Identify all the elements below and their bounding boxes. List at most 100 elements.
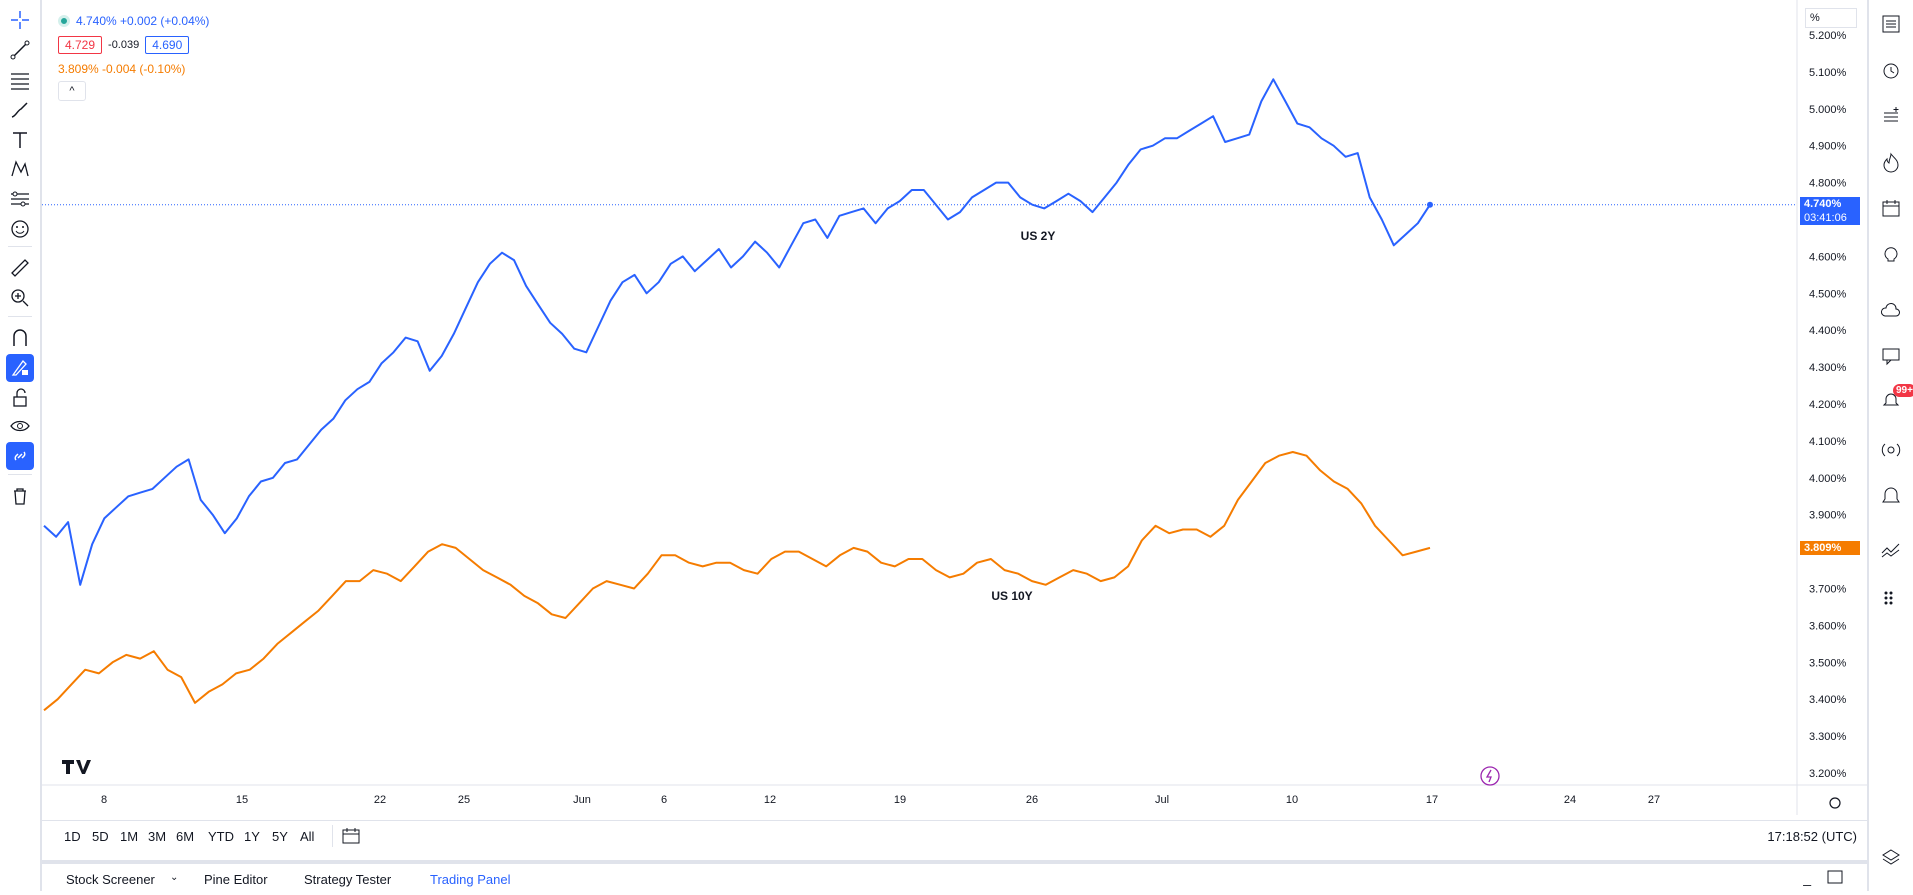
price-tick-label: 4.500% xyxy=(1809,288,1847,300)
time-tick-label: 22 xyxy=(374,794,386,806)
add-list-icon[interactable] xyxy=(1877,102,1905,130)
range-button-ytd[interactable]: YTD xyxy=(208,829,234,844)
chevron-down-icon[interactable]: ⌄ xyxy=(170,872,179,883)
market-trend-icon[interactable] xyxy=(1877,536,1905,564)
lock-drawings-icon[interactable] xyxy=(6,354,34,382)
eye-icon[interactable] xyxy=(6,412,34,440)
time-tick-label: 26 xyxy=(1026,794,1038,806)
time-tick-label: 12 xyxy=(764,794,776,806)
lightning-bolt-icon xyxy=(1485,769,1492,783)
drawing-toolbar xyxy=(0,0,42,891)
time-tick-label: 8 xyxy=(101,794,107,806)
brush-icon[interactable] xyxy=(6,96,34,124)
alarm-clock-icon[interactable] xyxy=(1877,56,1905,84)
range-button-6m[interactable]: 6M xyxy=(176,829,195,844)
price-chart[interactable]: 5.200% 5.100% 5.000% 4.900% 4.800% 4.600% 4.50… xyxy=(42,0,1867,815)
time-tick-label: 10 xyxy=(1286,794,1298,806)
time-tick-label: 19 xyxy=(894,794,906,806)
range-button-5y[interactable]: 5Y xyxy=(272,829,288,844)
price-tick-label: 3.700% xyxy=(1809,584,1847,596)
broadcast-icon[interactable] xyxy=(1877,436,1905,464)
collapse-legend-button[interactable]: ^ xyxy=(58,81,86,101)
time-tick-label: 24 xyxy=(1564,794,1576,806)
smiley-icon[interactable] xyxy=(6,215,34,243)
ruler-icon[interactable] xyxy=(6,254,34,282)
chat-icon[interactable] xyxy=(1877,342,1905,370)
price-tick-label: 4.300% xyxy=(1809,362,1847,374)
price-tick-label: 4.200% xyxy=(1809,399,1847,411)
link-icon[interactable] xyxy=(6,442,34,470)
price-tick-label: 3.600% xyxy=(1809,620,1847,632)
fib-retracement-icon[interactable] xyxy=(6,66,34,94)
clock-readout[interactable]: 17:18:52 (UTC) xyxy=(1767,829,1857,844)
trend-line-icon[interactable] xyxy=(6,36,34,64)
layers-icon[interactable] xyxy=(1877,844,1905,872)
toolbar-divider xyxy=(8,474,32,475)
last-price-us2y: 4.740% xyxy=(1804,198,1842,210)
range-button-1m[interactable]: 1M xyxy=(120,829,139,844)
series-line-us2y xyxy=(43,78,1431,586)
bar-countdown: 03:41:06 xyxy=(1804,212,1847,224)
price-tick-label: 3.400% xyxy=(1809,694,1847,706)
zoom-in-icon[interactable] xyxy=(6,284,34,312)
pattern-icon[interactable] xyxy=(6,155,34,183)
ask-box[interactable]: 4.690 xyxy=(145,36,190,54)
ideas-bulb-icon[interactable] xyxy=(1877,240,1905,268)
legend: 4.740% +0.002 (+0.04%) 4.729 -0.039 4.69… xyxy=(58,10,209,102)
hotlist-icon[interactable] xyxy=(1877,148,1905,176)
price-tick-label: 4.000% xyxy=(1809,473,1847,485)
calendar-icon[interactable] xyxy=(1877,194,1905,222)
tab-pine-editor[interactable]: Pine Editor xyxy=(204,872,268,887)
cloud-chat-icon[interactable] xyxy=(1877,298,1905,326)
price-tick-label: 5.100% xyxy=(1809,67,1847,79)
tab-trading-panel[interactable]: Trading Panel xyxy=(430,872,511,887)
legend-price-change: 4.740% +0.002 (+0.04%) xyxy=(76,14,210,28)
text-icon[interactable] xyxy=(6,126,34,154)
prediction-icon[interactable] xyxy=(6,185,34,213)
tab-stock-screener[interactable]: Stock Screener xyxy=(66,872,155,887)
series-line-us10y xyxy=(43,451,1431,712)
bottom-panel-tabs: Stock Screener ⌄ Pine Editor Strategy Te… xyxy=(42,860,1867,895)
legend-compare-us10y: 3.809% -0.004 (-0.10%) xyxy=(58,62,186,76)
tab-strategy-tester[interactable]: Strategy Tester xyxy=(304,872,392,887)
maximize-icon[interactable] xyxy=(1827,870,1843,889)
minimize-icon[interactable]: _ xyxy=(1803,870,1811,886)
unlock-icon[interactable] xyxy=(6,384,34,412)
price-tick-label: 4.100% xyxy=(1809,436,1847,448)
range-button-all[interactable]: All xyxy=(300,829,315,844)
tradingview-logo xyxy=(62,760,91,774)
last-price-badge-us10y: 3.809% xyxy=(1800,541,1860,555)
last-point-dot xyxy=(1427,201,1433,208)
time-tick-label: 6 xyxy=(661,794,667,806)
crosshair-icon[interactable] xyxy=(6,6,34,34)
range-button-3m[interactable]: 3M xyxy=(148,829,167,844)
series-label-us10y: US 10Y xyxy=(991,589,1032,603)
alert-bell-icon[interactable] xyxy=(1877,482,1905,510)
range-button-1d[interactable]: 1D xyxy=(64,829,81,844)
price-tick-label: 4.800% xyxy=(1809,178,1847,190)
price-tick-label: 3.200% xyxy=(1809,768,1847,780)
range-button-5d[interactable]: 5D xyxy=(92,829,109,844)
price-scale-unit[interactable]: % xyxy=(1805,8,1857,28)
price-tick-label: 5.200% xyxy=(1809,30,1847,42)
range-button-1y[interactable]: 1Y xyxy=(244,829,260,844)
magnet-icon[interactable] xyxy=(6,324,34,352)
price-tick-label: 3.900% xyxy=(1809,510,1847,522)
notification-count: 99+ xyxy=(1893,384,1913,397)
price-tick-label: 4.600% xyxy=(1809,251,1847,263)
go-to-date-icon[interactable] xyxy=(340,825,362,852)
chart-area[interactable]: 5.200% 5.100% 5.000% 4.900% 4.800% 4.600% 4.50… xyxy=(42,0,1867,815)
watchlist-icon[interactable] xyxy=(1877,10,1905,38)
price-tick-label: 3.300% xyxy=(1809,731,1847,743)
series-label-us2y: US 2Y xyxy=(1021,229,1056,243)
price-tick-label: 3.500% xyxy=(1809,657,1847,669)
trash-icon[interactable] xyxy=(6,482,34,510)
toolbar-divider xyxy=(8,316,32,317)
time-tick-label: 25 xyxy=(458,794,470,806)
bid-box[interactable]: 4.729 xyxy=(58,36,103,54)
price-tick-label: 4.400% xyxy=(1809,325,1847,337)
dots-grid-icon[interactable] xyxy=(1877,584,1905,612)
right-toolbar: 99+ xyxy=(1867,0,1913,891)
last-price-badge-us2y: 4.740% 03:41:06 xyxy=(1800,197,1860,225)
time-tick-label: 15 xyxy=(236,794,248,806)
